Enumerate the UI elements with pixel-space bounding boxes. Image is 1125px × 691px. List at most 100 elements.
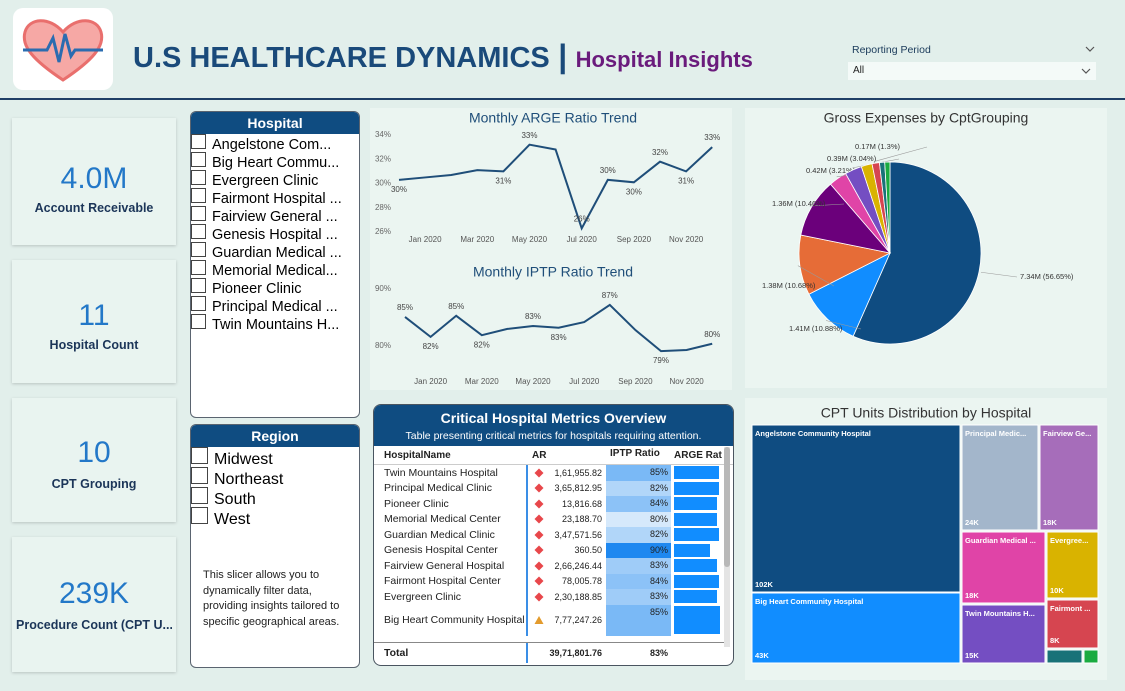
status-shape (534, 530, 544, 540)
slicer-item[interactable]: Twin Mountains H... (191, 314, 359, 333)
kpi-value: 239K (58, 577, 130, 610)
arge-bar (674, 559, 718, 572)
cell-ar-value: 78,005.78 (561, 576, 602, 587)
cell-ar: 2,30,188.85 (526, 589, 606, 605)
hospital-slicer: Hospital Angelstone Com... Big Heart Comm… (190, 111, 360, 418)
status-icon (534, 576, 544, 586)
checkbox (191, 242, 206, 257)
cell-ar: 1,61,955.82 (526, 465, 606, 481)
slicer-title: Hospital (191, 112, 359, 134)
cell-ar-value: 1,61,955.82 (554, 467, 602, 478)
table-row: Twin Mountains Hospital 1,61,955.82 85% (374, 465, 733, 481)
slicer-item[interactable]: South (191, 487, 359, 508)
arge-bar (674, 512, 718, 526)
filter-value: All (853, 65, 865, 76)
kpi-card: 239K Procedure Count (CPT U... (12, 537, 176, 672)
table-row: Memorial Medical Center 23,188.70 80% (374, 511, 733, 528)
cell-ar: 13,816.68 (526, 496, 606, 512)
status-icon (534, 514, 544, 524)
cell-ar: 360.50 (526, 542, 606, 558)
region-slicer: Region This slicer allows you to dynamic… (190, 424, 360, 668)
status-shape (534, 514, 544, 524)
checkbox (191, 224, 206, 239)
slicer-item-label: Northeast (214, 471, 284, 488)
slicer-item-label: Fairview General ... (212, 209, 338, 225)
cell-ar-value: 3,65,812.95 (554, 483, 602, 494)
pulse (23, 33, 103, 63)
slicer-item-label: Midwest (214, 451, 273, 468)
filter-dropdown[interactable]: All (848, 62, 1096, 80)
total-ar: 39,71,801.76 (526, 643, 606, 663)
cell-name: Guardian Medical Clinic (384, 528, 495, 541)
status-shape (534, 576, 544, 586)
checkbox (191, 152, 206, 167)
arge-bar (674, 605, 720, 634)
kpi-label: CPT Grouping (51, 477, 137, 491)
status-shape (534, 616, 544, 624)
filter-label: Reporting Period (852, 44, 931, 56)
cell-arge (671, 543, 722, 559)
cell-ar: 7,77,247.26 (526, 604, 606, 636)
column-header: ARGE Rat (674, 449, 722, 461)
slicer-item-label: Twin Mountains H... (212, 317, 340, 333)
dropdown-chevron (1081, 68, 1091, 74)
slicer-item-label: West (214, 511, 251, 528)
cell-arge (671, 574, 722, 590)
table-row: Evergreen Clinic 2,30,188.85 83% (374, 589, 733, 605)
status-icon (534, 530, 544, 540)
kpi-value: 10 (77, 436, 111, 469)
checkbox (191, 467, 208, 484)
slicer-item[interactable]: Midwest (191, 447, 359, 468)
slicer-item[interactable]: West (191, 507, 359, 528)
slicer-item[interactable]: Guardian Medical ... (191, 242, 359, 261)
arge-bar (674, 497, 718, 510)
slicer-item[interactable]: Pioneer Clinic (191, 278, 359, 297)
kpi-card: 4.0M Account Receivable (12, 118, 176, 245)
kpi-value: 11 (78, 299, 110, 332)
cell-iptp: 82% (606, 480, 671, 496)
logo-icon (22, 19, 104, 82)
pie-chart-panel (745, 108, 1107, 388)
cell-name: Fairmont Hospital Center (384, 575, 501, 588)
arge-bar (674, 481, 719, 495)
status-icon (534, 561, 544, 571)
cell-arge (671, 558, 722, 574)
cell-ar: 78,005.78 (526, 573, 606, 589)
table-row: Guardian Medical Clinic 3,47,571.56 82% (374, 527, 733, 543)
table-title: Critical Hospital Metrics Overview (440, 410, 667, 426)
slicer-item[interactable]: Evergreen Clinic (191, 170, 359, 189)
checkbox (191, 134, 206, 149)
status-icon (534, 483, 544, 493)
cell-ar-value: 2,30,188.85 (554, 591, 602, 602)
slicer-item[interactable]: Fairview General ... (191, 206, 359, 225)
checkbox (191, 170, 206, 185)
slicer-item[interactable]: Fairmont Hospital ... (191, 188, 359, 207)
slicer-item[interactable]: Northeast (191, 467, 359, 488)
arge-bar (674, 528, 719, 541)
cell-arge (671, 512, 722, 528)
slicer-item[interactable]: Angelstone Com... (191, 134, 359, 153)
scroll-thumb[interactable] (724, 447, 730, 567)
filter-chevron (1085, 46, 1095, 52)
slicer-item[interactable]: Big Heart Commu... (191, 152, 359, 171)
slicer-item[interactable]: Memorial Medical... (191, 260, 359, 279)
header-separator: | (558, 38, 568, 74)
table-row: Fairview General Hospital 2,66,246.44 83% (374, 558, 733, 574)
slicer-item-label: Memorial Medical... (212, 263, 338, 279)
cell-ar: 23,188.70 (526, 511, 606, 527)
cell-ar: 3,47,571.56 (526, 527, 606, 543)
status-icon (534, 616, 544, 624)
kpi-label: Procedure Count (CPT U... (16, 618, 172, 632)
total-ar-value: 39,71,801.76 (549, 648, 602, 658)
status-shape (534, 468, 544, 478)
slicer-item[interactable]: Genesis Hospital ... (191, 224, 359, 243)
cell-iptp: 80% (606, 511, 671, 527)
cell-name: Big Heart Community Hospital (384, 614, 525, 626)
cell-name: Evergreen Clinic (384, 590, 462, 603)
checkbox (191, 188, 206, 203)
kpi-card: 11 Hospital Count (12, 260, 176, 383)
header-title-group: U.S HEALTHCARE DYNAMICS | Hospital Insig… (133, 38, 753, 75)
line-chart-panel (370, 108, 732, 390)
status-shape (534, 545, 544, 555)
slicer-item[interactable]: Principal Medical ... (191, 296, 359, 315)
